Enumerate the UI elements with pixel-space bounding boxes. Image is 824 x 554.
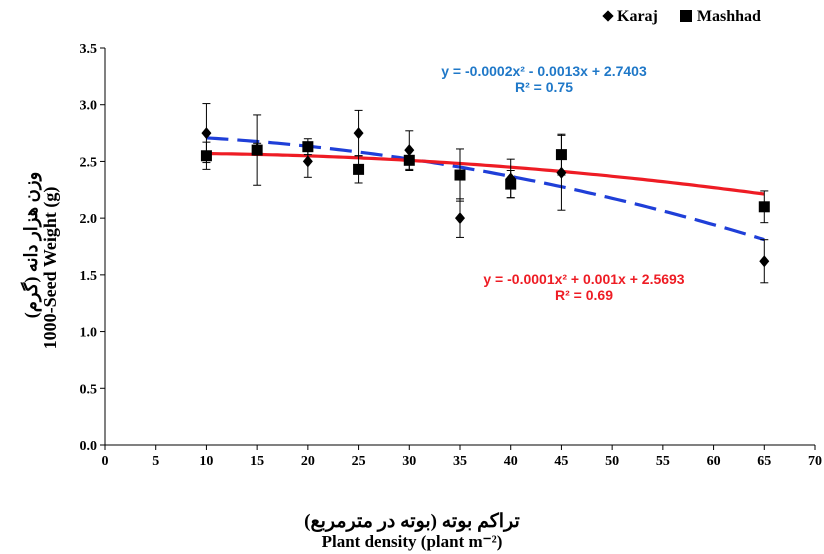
mashhad-trendline [206,152,765,196]
mashhad-data-point [758,201,770,213]
mashhad-data-point [251,144,263,156]
x-tick-label: 35 [453,454,467,469]
x-tick-label: 45 [554,454,568,469]
x-tick-label: 5 [152,454,159,469]
x-tick-label: 55 [656,454,670,469]
karaj-data-point [556,166,567,179]
legend-item-mashhad: Mashhad [679,8,761,25]
karaj-data-point [302,155,313,168]
y-tick-label: 1.0 [80,326,98,341]
y-tick-label: 1.5 [80,269,98,284]
x-tick-label: 50 [605,454,619,469]
mashhad-data-point [403,154,415,166]
x-axis-label-persian: تراکم بوته (بوته در مترمربع) [304,511,520,532]
y-tick-label: 2.0 [80,212,98,227]
mashhad-data-point [505,178,517,190]
x-axis-label: Plant density (plant m⁻²) [321,532,503,551]
x-tick-label: 15 [250,454,264,469]
diamond-marker-icon [602,10,614,22]
y-tick-label: 0.0 [80,439,98,454]
y-tick-label: 3.5 [80,42,98,57]
karaj-trendline [206,136,765,242]
x-tick-label: 30 [402,454,416,469]
mashhad-data-point [555,149,567,161]
karaj-data-point [201,127,212,140]
mashhad-data-point [302,141,314,153]
x-tick-label: 10 [199,454,213,469]
x-tick-label: 0 [102,454,109,469]
karaj-data-point [353,127,364,140]
karaj-trend-equation: y = -0.0002x² - 0.0013x + 2.7403 R² = 0.… [412,63,676,95]
mashhad-r2-text: R² = 0.69 [555,287,613,303]
legend-item-karaj: Karaj [602,8,658,25]
x-tick-label: 20 [301,454,315,469]
x-tick-label: 40 [504,454,518,469]
y-tick-label: 2.5 [80,155,98,170]
x-tick-label: 65 [757,454,771,469]
x-tick-label: 70 [808,454,822,469]
legend-label-mashhad: Mashhad [696,8,761,25]
y-tick-label: 0.5 [80,382,98,397]
square-marker-icon [679,10,692,22]
karaj-data-point [759,255,770,268]
karaj-r2-text: R² = 0.75 [515,79,573,95]
karaj-equation-text: y = -0.0002x² - 0.0013x + 2.7403 [441,63,647,79]
x-tick-label: 60 [707,454,721,469]
mashhad-data-point [353,163,365,175]
x-tick-label: 25 [352,454,366,469]
karaj-data-point [404,144,415,157]
mashhad-data-point [200,150,212,162]
karaj-data-point [455,212,465,225]
mashhad-data-point [454,169,466,181]
mashhad-trend-equation: y = -0.0001x² + 0.001x + 2.5693 R² = 0.6… [462,271,706,303]
y-tick-label: 3.0 [80,99,98,114]
legend: Karaj Mashhad [602,8,779,26]
legend-label-karaj: Karaj [617,8,658,25]
mashhad-equation-text: y = -0.0001x² + 0.001x + 2.5693 [483,271,685,287]
